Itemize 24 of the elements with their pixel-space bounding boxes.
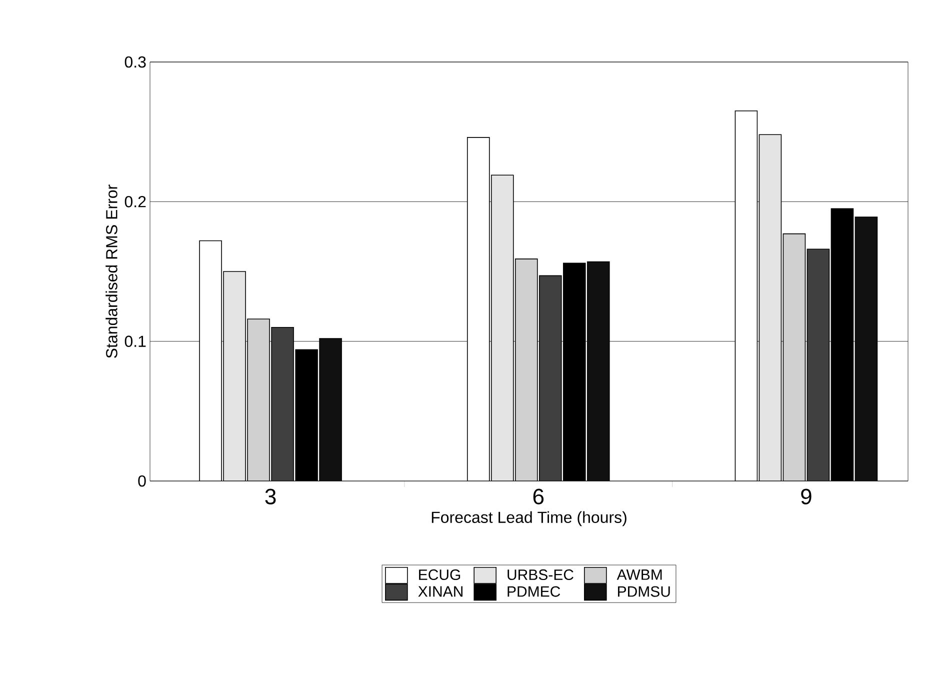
x-axis-title: Forecast Lead Time (hours) (432, 511, 626, 526)
legend-label: PDMEC (508, 586, 560, 597)
legend-label: AWBM (616, 569, 662, 580)
bar (806, 248, 830, 481)
y-tick-label: 0.3 (124, 56, 146, 68)
bar (538, 275, 562, 481)
x-tick-label: 9 (801, 488, 812, 504)
bar (586, 261, 610, 481)
y-tick-label: 0.1 (124, 336, 146, 347)
bar (319, 338, 342, 481)
legend-label: XINAN (418, 586, 462, 597)
bar (854, 216, 878, 481)
y-tick-label: 0 (138, 475, 146, 487)
legend-label: URBS-EC (508, 569, 574, 580)
legend-label: ECUG (419, 569, 460, 580)
bar (758, 134, 782, 481)
bar (271, 326, 294, 481)
x-tick-label: 6 (533, 488, 544, 504)
y-axis-title: Standardised RMS Error (106, 184, 118, 358)
y-tick-label: 0.2 (124, 196, 146, 208)
legend-label: PDMSU (618, 586, 670, 597)
x-tick-label: 3 (265, 488, 276, 504)
bar (223, 271, 246, 481)
bar (490, 174, 514, 481)
